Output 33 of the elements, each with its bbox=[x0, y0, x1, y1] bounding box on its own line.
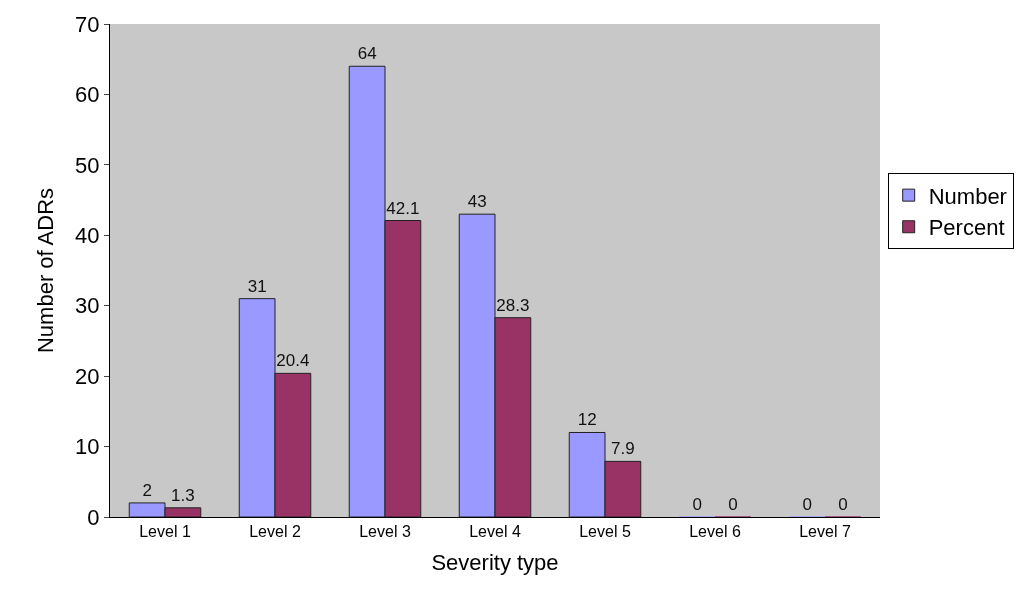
data-label: 2 bbox=[142, 480, 152, 500]
data-label: 0 bbox=[802, 495, 812, 514]
data-label: 31 bbox=[247, 276, 267, 296]
data-label: 28.3 bbox=[496, 295, 530, 315]
x-tick-label: Level 5 bbox=[579, 523, 631, 541]
x-tick-label: Level 7 bbox=[799, 523, 851, 541]
y-tick-label: 30 bbox=[75, 293, 100, 319]
y-tick-label: 20 bbox=[75, 363, 100, 389]
legend-label: Number bbox=[928, 183, 1007, 209]
data-label: 0 bbox=[838, 495, 848, 514]
data-label: 1.3 bbox=[171, 485, 195, 505]
data-label: 43 bbox=[467, 192, 487, 212]
x-axis-title: Severity type bbox=[431, 550, 559, 576]
data-label: 0 bbox=[728, 495, 738, 514]
y-axis-title: Number of ADRs bbox=[32, 187, 58, 354]
y-tick-label: 40 bbox=[75, 222, 100, 248]
data-label: 7.9 bbox=[611, 439, 635, 459]
legend-label: Percent bbox=[928, 215, 1005, 241]
y-tick-label: 0 bbox=[87, 504, 100, 530]
y-tick-label: 10 bbox=[75, 434, 100, 460]
data-label: 64 bbox=[357, 44, 377, 64]
x-tick-label: Level 4 bbox=[469, 523, 521, 541]
x-tick-label: Level 1 bbox=[139, 523, 191, 541]
data-label: 0 bbox=[692, 495, 702, 514]
x-tick-label: Level 3 bbox=[359, 523, 411, 541]
y-tick-label: 60 bbox=[75, 82, 100, 108]
x-tick-label: Level 2 bbox=[249, 523, 301, 541]
data-label: 42.1 bbox=[386, 198, 420, 218]
data-label: 12 bbox=[577, 410, 597, 430]
x-tick-label: Level 6 bbox=[689, 523, 741, 541]
y-tick-label: 70 bbox=[75, 11, 100, 37]
data-label: 20.4 bbox=[276, 351, 310, 371]
y-tick-label: 50 bbox=[75, 152, 100, 178]
